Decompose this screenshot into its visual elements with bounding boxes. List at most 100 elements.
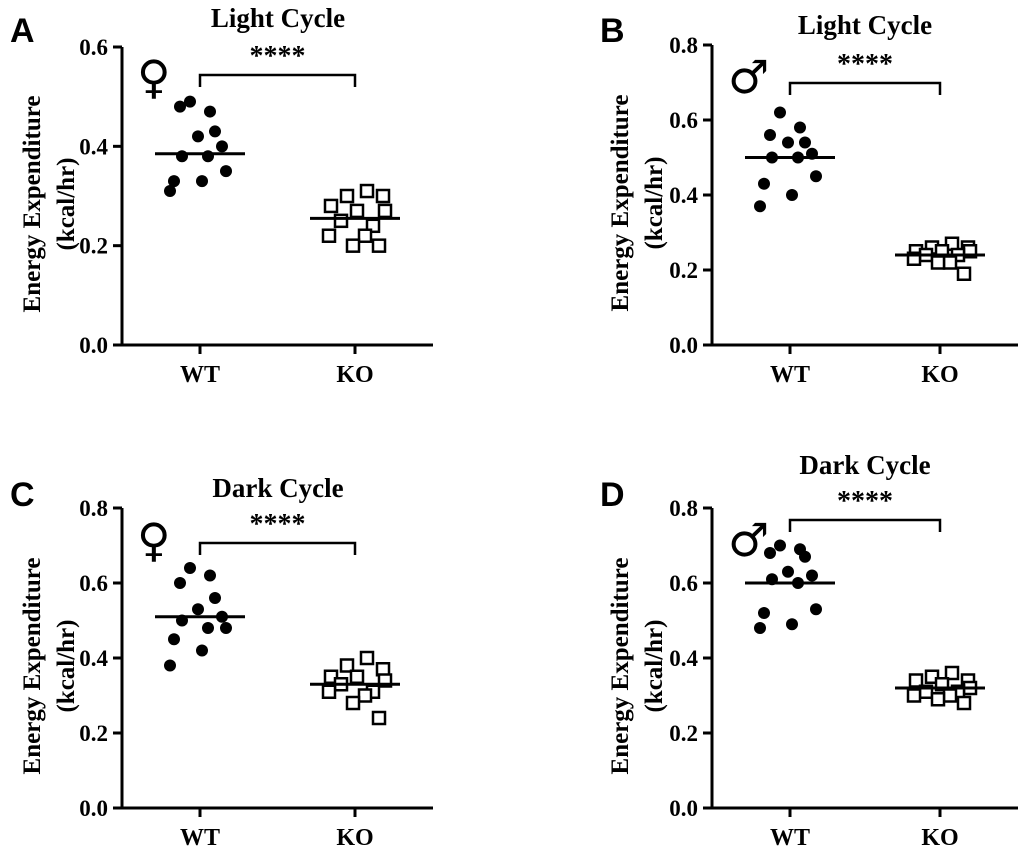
data-point-wt [176,150,188,163]
y-axis-label-line1: Energy Expenditure [19,96,46,313]
y-tick-label: 0.2 [669,721,698,746]
data-point-wt [764,129,776,141]
data-point-wt [164,185,176,198]
data-point-ko [942,255,958,270]
x-tick-label: WT [180,362,220,388]
data-point-wt [204,569,216,582]
data-point-wt [202,622,214,634]
data-point-ko [371,710,387,726]
y-tick-label: 0.2 [79,721,108,746]
data-point-ko [359,183,375,199]
data-point-wt [782,565,794,578]
data-point-wt [192,130,204,143]
data-point-wt [220,165,232,178]
significance-label: **** [250,41,306,72]
data-point-ko [956,266,972,281]
data-point-wt [764,547,776,559]
data-point-ko [930,255,946,270]
y-tick-label: 0.2 [79,234,108,259]
data-point-wt [758,177,770,190]
data-point-wt [168,175,180,188]
data-point-wt [754,622,766,634]
y-axis-label-line2: (kcal/hr) [53,157,80,250]
data-point-ko [345,695,361,711]
significance-bracket [198,541,357,555]
data-point-wt [754,200,766,213]
x-tick-label: KO [336,362,373,388]
data-point-wt [799,550,811,563]
data-point-wt [192,603,204,616]
data-point-wt [216,140,228,153]
x-tick-label: KO [921,362,958,388]
panel-letter: D [600,476,625,514]
y-axis-label-line1: Energy Expenditure [19,558,46,775]
y-tick-label: 0.0 [669,333,698,358]
x-tick-label: KO [336,825,373,850]
data-point-ko [345,238,361,253]
data-point-wt [799,136,811,149]
data-point-ko [323,198,339,214]
panel-letter: C [10,476,35,514]
data-point-wt [786,618,798,631]
data-point-ko [942,688,958,703]
y-tick-label: 0.6 [669,108,698,133]
data-point-wt [184,562,196,574]
data-point-wt [774,106,786,119]
y-tick-label: 0.4 [79,646,108,671]
data-point-ko [321,684,337,699]
male-symbol: ♂ [728,50,769,104]
female-symbol: ♀ [137,513,171,567]
data-point-wt [164,659,176,672]
y-tick-label: 0.2 [669,258,698,283]
y-tick-label: 0.4 [669,183,698,208]
y-tick-label: 0.0 [669,796,698,821]
chart-title: Light Cycle [211,3,345,33]
data-point-wt [786,189,798,201]
data-point-wt [184,95,196,108]
data-point-wt [806,569,818,582]
data-point-wt [168,633,180,646]
data-point-ko [339,188,355,204]
data-point-ko [357,688,373,703]
y-axis-label-line2: (kcal/hr) [53,619,80,712]
data-point-ko [349,669,365,684]
data-point-ko [377,203,393,219]
chart-title: Dark Cycle [212,473,343,503]
data-point-ko [956,695,972,711]
y-tick-label: 0.8 [669,33,698,58]
data-point-wt [209,592,221,604]
data-point-wt [220,622,232,634]
y-tick-label: 0.6 [79,571,108,596]
data-point-wt [196,175,208,188]
data-point-wt [174,577,186,589]
data-point-wt [810,170,822,183]
data-point-ko [359,650,375,666]
panel-letter: B [600,12,625,50]
x-tick-label: WT [770,362,810,388]
x-tick-label: KO [921,825,958,850]
data-point-wt [204,105,216,118]
data-point-wt [794,121,806,134]
chart-title: Dark Cycle [799,450,930,480]
data-point-ko [371,238,387,253]
y-axis-label-line2: (kcal/hr) [641,156,668,249]
significance-label: **** [837,49,893,80]
female-symbol: ♀ [137,50,171,104]
y-tick-label: 0.6 [79,35,108,60]
panel-letter: A [10,12,35,50]
y-tick-label: 0.8 [79,496,108,521]
data-point-wt [202,150,214,163]
x-tick-label: WT [180,825,220,850]
significance-bracket [788,518,942,532]
significance-bracket [198,73,357,87]
y-tick-label: 0.6 [669,571,698,596]
significance-bracket [788,81,942,95]
data-point-ko [375,188,391,204]
data-point-wt [758,607,770,619]
y-axis-label-line1: Energy Expenditure [607,558,634,775]
